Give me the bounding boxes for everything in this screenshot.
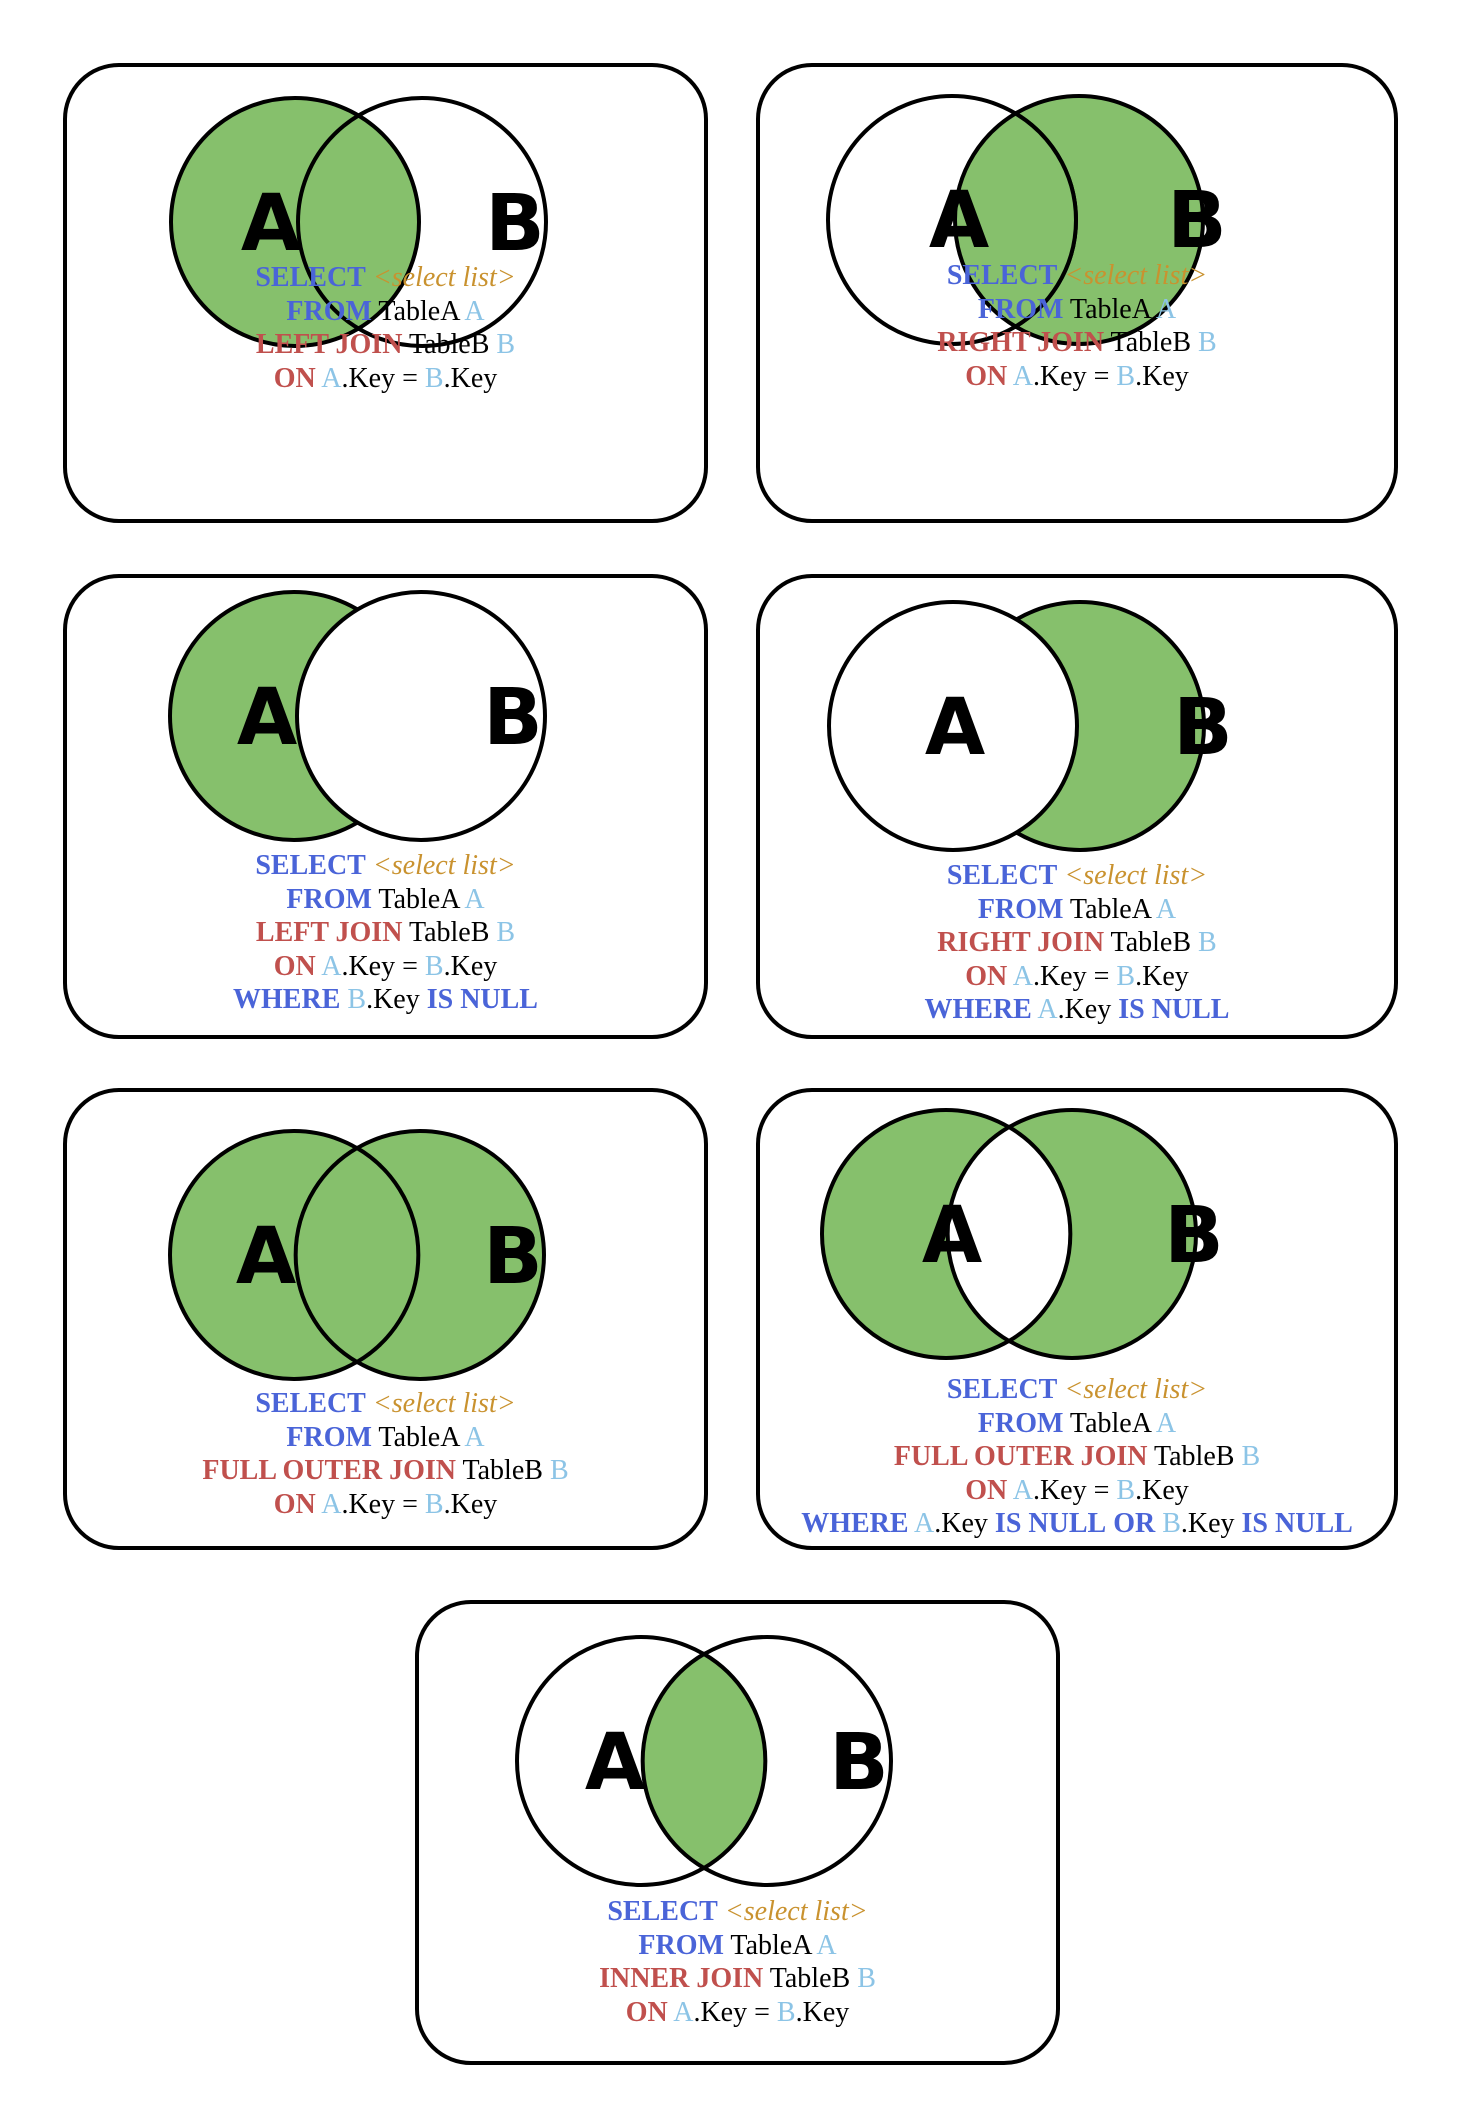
sql-line-join: LEFT JOIN TableB B [255,329,516,360]
join-card-left-join: A B SELECT <select list> FROM TableA A L… [63,63,708,523]
intersection-outline [293,1145,421,1365]
label-b: B [1164,1191,1223,1281]
sql-line-on: ON A.Key = B.Key [625,1996,850,2028]
label-a: A [585,1718,645,1808]
sql-line-where: WHERE B.Key IS NULL [233,984,538,1015]
venn-diagram-right-excluding-join: A B [827,600,1233,852]
sql-line-join: LEFT JOIN TableB B [255,917,516,948]
sql-query-full-outer-excluding-join: SELECT <select list> FROM TableA A FULL … [760,1373,1394,1541]
sql-line-from: FROM TableA A [286,295,485,327]
sql-line-where: WHERE A.Key IS NULL OR B.Key IS NULL [801,1508,1353,1539]
sql-line-select: SELECT <select list> [946,860,1208,891]
join-card-right-join: A B SELECT <select list> FROM TableA A R… [756,63,1398,523]
join-card-full-outer-join: A B SELECT <select list> FROM TableA A F… [63,1088,708,1550]
join-card-inner-join: A B SELECT <select list> FROM TableA A I… [415,1600,1060,2065]
intersection [945,1124,1073,1344]
sql-line-on: ON A.Key = B.Key [965,360,1189,392]
sql-line-select: SELECT <select list> [607,1896,868,1927]
label-a: A [922,1191,982,1281]
circle-b [295,590,547,842]
label-b: B [485,179,544,269]
venn-diagram-full-outer-join: A B [168,1129,546,1381]
sql-line-from: FROM TableA A [286,1421,485,1453]
join-card-right-excluding-join: A B SELECT <select list> FROM TableA A R… [756,574,1398,1039]
circle-b [296,96,548,348]
sql-query-right-excluding-join: SELECT <select list> FROM TableA A RIGHT… [760,859,1394,1027]
sql-line-on: ON A.Key = B.Key [273,950,498,982]
sql-line-select: SELECT <select list> [255,262,516,293]
sql-line-join: INNER JOIN TableB B [599,1963,876,1994]
sql-line-from: FROM TableA A [977,1407,1177,1439]
sql-line-select: SELECT <select list> [255,1388,516,1419]
sql-line-from: FROM TableA A [286,883,485,915]
sql-line-select: SELECT <select list> [946,260,1208,291]
sql-line-from: FROM TableA A [638,1929,837,1961]
sql-line-from: FROM TableA A [977,293,1177,325]
intersection [640,1651,768,1871]
label-a: A [925,683,985,773]
label-a: A [236,1212,296,1302]
label-b: B [483,1212,542,1302]
sql-query-full-outer-join: SELECT <select list> FROM TableA A FULL … [67,1387,704,1521]
venn-diagram-right-join: A B [826,94,1227,346]
join-card-left-excluding-join: A B SELECT <select list> FROM TableA A L… [63,574,708,1039]
intersection [953,111,1078,329]
join-card-full-outer-excluding-join: A B SELECT <select list> FROM TableA A F… [756,1088,1398,1550]
sql-line-join: RIGHT JOIN TableB B [937,327,1217,358]
sql-query-right-join: SELECT <select list> FROM TableA A RIGHT… [760,259,1394,393]
venn-diagram-left-excluding-join: A B [168,590,547,842]
sql-line-where: WHERE A.Key IS NULL [924,994,1230,1025]
venn-diagram-inner-join: A B [515,1635,893,1887]
sql-line-join: RIGHT JOIN TableB B [937,927,1217,958]
sql-line-from: FROM TableA A [977,893,1177,925]
venn-diagram-full-outer-excluding-join: A B [820,1108,1224,1360]
circle-a [827,600,1079,852]
sql-line-select: SELECT <select list> [946,1374,1208,1405]
sql-line-select: SELECT <select list> [255,850,516,881]
circle-a [169,96,421,348]
venn-diagram-left-join: A B [169,96,548,348]
sql-line-join: FULL OUTER JOIN TableB B [893,1441,1261,1472]
label-b: B [829,1718,888,1808]
sql-line-on: ON A.Key = B.Key [965,1474,1189,1506]
sql-line-join: FULL OUTER JOIN TableB B [202,1455,569,1486]
sql-line-on: ON A.Key = B.Key [273,1488,498,1520]
label-b: B [483,673,542,763]
label-b: B [1173,683,1232,773]
sql-query-left-excluding-join: SELECT <select list> FROM TableA A LEFT … [67,849,704,1017]
label-a: A [237,673,297,763]
sql-line-on: ON A.Key = B.Key [273,362,498,394]
sql-query-left-join: SELECT <select list> FROM TableA A LEFT … [67,261,704,395]
label-b: B [1167,176,1226,266]
label-a: A [929,176,989,266]
label-a: A [241,179,301,269]
sql-line-on: ON A.Key = B.Key [965,960,1189,992]
sql-query-inner-join: SELECT <select list> FROM TableA A INNER… [419,1895,1056,2029]
